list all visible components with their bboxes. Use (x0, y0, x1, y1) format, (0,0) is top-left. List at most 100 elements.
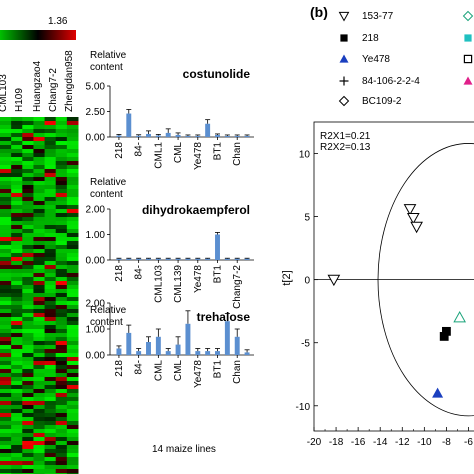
heatmap-cell (33, 469, 46, 474)
heatmap-cell (33, 341, 46, 346)
scatter-y-tick-label: 0 (304, 276, 310, 287)
heatmap-cell (33, 221, 46, 226)
heatmap-cell (33, 169, 46, 174)
heatmap-cell (55, 397, 68, 402)
heatmap-cell (44, 133, 57, 138)
heatmap-cell (22, 417, 34, 422)
heatmap-cell (0, 337, 12, 342)
heatmap-cell (0, 205, 12, 210)
heatmap-cell (11, 445, 23, 450)
heatmap-cell (66, 273, 79, 278)
heatmap-cell (22, 401, 34, 406)
heatmap-cell (55, 225, 68, 230)
heatmap-cell (11, 429, 23, 434)
heatmap-cell (22, 457, 34, 462)
heatmap-cell (33, 265, 46, 270)
heatmap-cell (22, 213, 34, 218)
heatmap-cell (0, 353, 12, 358)
heatmap-cell (66, 173, 79, 178)
heatmap-cell (66, 169, 79, 174)
heatmap-cell (0, 281, 12, 286)
heatmap-cell (11, 329, 23, 334)
heatmap-cell (66, 241, 79, 246)
heatmap-cell (33, 377, 46, 382)
heatmap-cell (55, 337, 68, 342)
heatmap-cell (66, 317, 79, 322)
heatmap-cell (11, 237, 23, 242)
heatmap-cell (0, 237, 12, 242)
heatmap-cell (66, 441, 79, 446)
heatmap-cell (11, 381, 23, 386)
data-point (439, 332, 449, 341)
heatmap-cell (55, 241, 68, 246)
heatmap-cell (55, 213, 68, 218)
heatmap-cell (55, 189, 68, 194)
heatmap-cell (22, 441, 34, 446)
heatmap-cell (33, 189, 46, 194)
heatmap-cell (33, 205, 46, 210)
bar-x-tick-label: Ye478 (193, 360, 204, 388)
heatmap-cell (22, 281, 34, 286)
heatmap-cell (66, 309, 79, 314)
heatmap-cell (44, 469, 57, 474)
heatmap-cell (55, 441, 68, 446)
heatmap-cell (55, 229, 68, 234)
heatmap-cell (55, 433, 68, 438)
heatmap-cell (0, 373, 12, 378)
heatmap-cell (66, 413, 79, 418)
bar (215, 234, 220, 260)
heatmap-cell (11, 441, 23, 446)
data-point (403, 204, 417, 216)
bar (244, 258, 250, 260)
heatmap-cell (55, 421, 68, 426)
heatmap-cell (33, 401, 46, 406)
heatmap-cell (33, 181, 46, 186)
heatmap-cell (66, 265, 79, 270)
heatmap-cell (44, 285, 57, 290)
heatmap-cell (44, 365, 57, 370)
heatmap-cell (33, 457, 46, 462)
heatmap-cell (44, 157, 57, 162)
heatmap-cell (0, 333, 12, 338)
legend-marker (340, 34, 348, 42)
heatmap-cell (11, 153, 23, 158)
heatmap-cell (55, 217, 68, 222)
heatmap-cell (11, 185, 23, 190)
bar (185, 323, 191, 355)
heatmap-cell (11, 321, 23, 326)
heatmap-cell (33, 137, 46, 142)
heatmap-cell (22, 389, 34, 394)
bar-x-tick-label: Chang7-2 (232, 265, 243, 309)
heatmap-cell (22, 169, 34, 174)
heatmap-cell (33, 325, 46, 330)
heatmap-cell (11, 385, 23, 390)
heatmap-cell (44, 141, 57, 146)
heatmap-cell (33, 241, 46, 246)
heatmap-cell (0, 185, 12, 190)
heatmap-cell (44, 341, 57, 346)
heatmap-cell (22, 121, 34, 126)
heatmap-cell (66, 297, 79, 302)
heatmap-cell (44, 165, 57, 170)
heatmap-cell (33, 225, 46, 230)
heatmap-cell (33, 129, 46, 134)
heatmap-cell (44, 265, 57, 270)
heatmap-cell (11, 289, 23, 294)
heatmap-cell (22, 341, 34, 346)
data-point (410, 221, 423, 234)
heatmap-cell (22, 237, 34, 242)
heatmap-cell (55, 193, 68, 198)
heatmap-cell (0, 197, 12, 202)
heatmap-cell (11, 133, 23, 138)
color-scale-max-label: 1.36 (48, 16, 68, 27)
heatmap-cell (0, 413, 12, 418)
legend-marker (462, 10, 474, 22)
bar (146, 342, 151, 355)
heatmap-cell (0, 121, 12, 126)
heatmap-cell (33, 117, 46, 122)
legend-label: 153-77 (362, 11, 394, 22)
heatmap-cell (55, 413, 68, 418)
heatmap-cell (11, 357, 23, 362)
